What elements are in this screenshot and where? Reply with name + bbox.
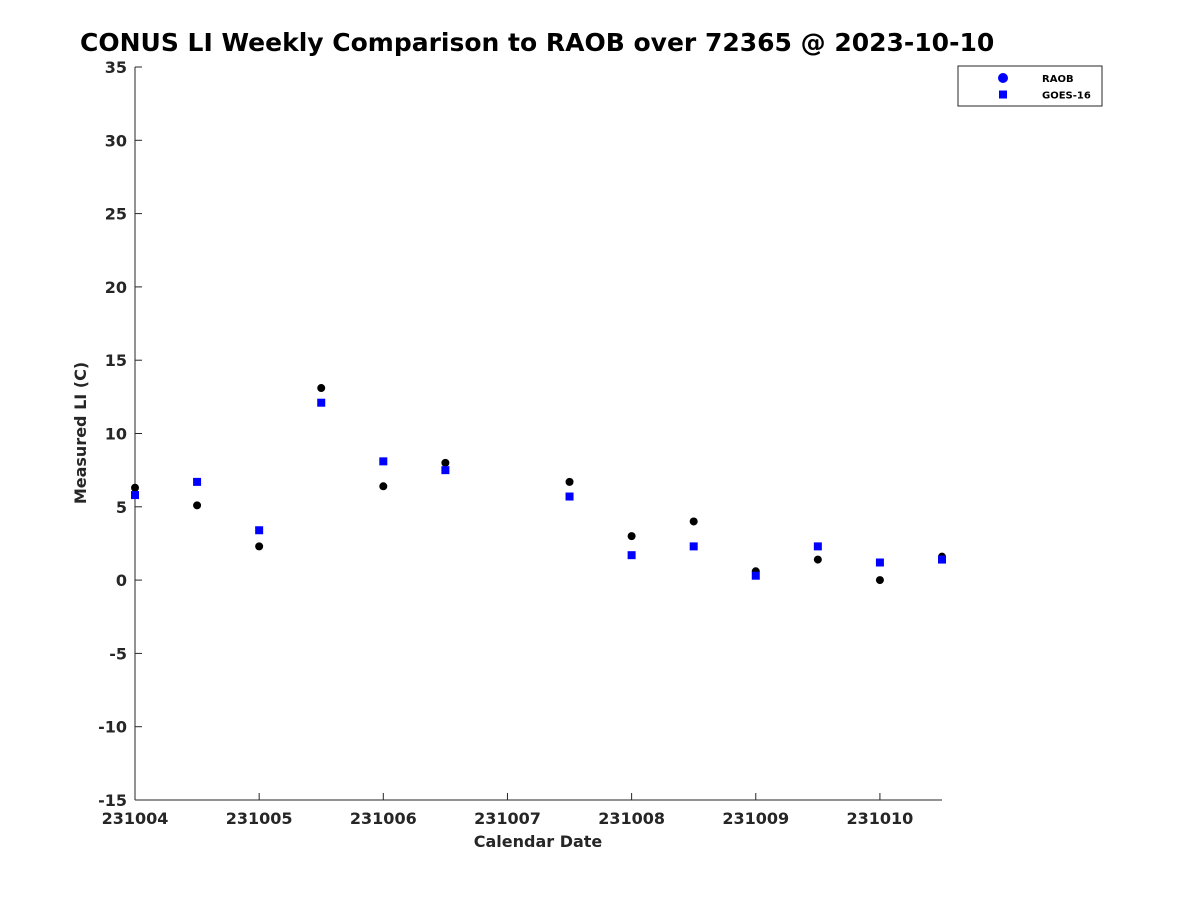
goes-16-point xyxy=(689,542,698,551)
goes-16-point xyxy=(317,398,326,407)
goes-16-point xyxy=(751,571,760,580)
goes-16-point xyxy=(813,542,822,551)
goes-16-point xyxy=(875,558,884,567)
y-tick-label: -10 xyxy=(98,718,127,737)
x-tick-label: 231010 xyxy=(847,809,914,828)
y-tick-label: -5 xyxy=(109,644,127,663)
goes-16-point xyxy=(131,491,139,500)
goes-16-point xyxy=(938,555,946,564)
y-tick-label: 20 xyxy=(105,278,127,297)
legend-raob-marker xyxy=(998,73,1008,83)
goes-16-point xyxy=(441,466,450,475)
goes-16-point xyxy=(379,457,388,466)
legend: RAOB GOES-16 xyxy=(957,65,1103,107)
x-tick-label: 231005 xyxy=(226,809,293,828)
chart-title: CONUS LI Weekly Comparison to RAOB over … xyxy=(80,28,995,57)
goes-16-point xyxy=(193,477,202,486)
raob-point xyxy=(565,477,574,486)
goes-16-point xyxy=(255,526,264,535)
legend-box xyxy=(957,65,1103,107)
y-tick-label: 10 xyxy=(105,425,127,444)
x-tick-label: 231009 xyxy=(722,809,789,828)
series-goes-16 xyxy=(131,398,946,580)
raob-point xyxy=(131,483,139,492)
raob-point xyxy=(627,532,636,541)
raob-point xyxy=(875,576,884,585)
x-tick-label: 231004 xyxy=(102,809,169,828)
raob-point xyxy=(255,542,264,551)
x-tick-label: 231008 xyxy=(598,809,665,828)
y-axis-label: Measured LI (C) xyxy=(71,362,90,504)
y-tick-label: 30 xyxy=(105,131,127,150)
series-raob xyxy=(131,384,946,585)
raob-point xyxy=(379,482,388,491)
raob-point xyxy=(317,384,326,393)
goes-16-point xyxy=(627,551,636,560)
y-tick-label: 35 xyxy=(105,58,127,77)
y-tick-label: 25 xyxy=(105,205,127,224)
raob-point xyxy=(441,458,450,467)
raob-point xyxy=(813,555,822,564)
legend-goes-16-marker xyxy=(999,90,1007,99)
y-tick-label: 0 xyxy=(116,571,127,590)
x-axis-label: Calendar Date xyxy=(474,832,603,851)
y-tick-label: -15 xyxy=(98,791,127,810)
legend-label: GOES-16 xyxy=(1042,91,1091,102)
x-tick-label: 231006 xyxy=(350,809,417,828)
raob-point xyxy=(689,517,698,526)
data-marks xyxy=(131,384,946,585)
y-tick-label: 15 xyxy=(105,351,127,370)
raob-point xyxy=(193,501,202,510)
y-tick-label: 5 xyxy=(116,498,127,517)
x-tick-label: 231007 xyxy=(474,809,541,828)
goes-16-point xyxy=(565,492,574,501)
legend-label: RAOB xyxy=(1042,74,1074,85)
axes: -15 -10 -5 0 5 10 15 20 25 30 35 231004 231005 231006… xyxy=(98,58,942,828)
